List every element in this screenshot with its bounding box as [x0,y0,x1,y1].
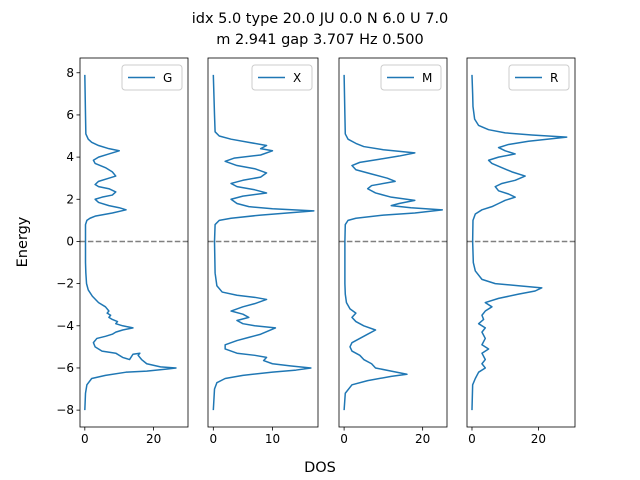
figure-title-line-2: m 2.941 gap 3.707 Hz 0.500 [216,32,424,48]
legend-R: R [508,64,570,91]
x-tick-label: 20 [531,432,546,446]
axes-frame [338,57,448,428]
axes-frame [207,57,319,428]
legend-X: X [251,64,313,91]
x-tick-label: 0 [81,432,89,446]
x-tick-label: 0 [340,432,348,446]
legend-label: M [422,71,432,85]
y-tick-label: −8 [56,403,74,417]
legend-label: X [293,71,301,85]
subplot-M: 0 20 M [338,57,448,446]
x-tick-label: 20 [415,432,430,446]
subplot-G: 0 20 −8 −6 −4 −2 0 2 4 6 8 G [56,57,189,446]
legend-label: G [163,71,172,85]
subplot-panels: 0 20 −8 −6 −4 −2 0 2 4 6 8 G 0 10 X 0 20 M 0 20 R [56,57,576,446]
x-tick-label: 20 [146,432,161,446]
legend-label: R [550,71,558,85]
legend-G: G [121,64,183,91]
subplot-X: 0 10 X [207,57,319,446]
x-tick-label: 0 [210,432,218,446]
y-tick-label: −4 [56,319,74,333]
y-tick-label: 6 [66,108,74,122]
y-tick-label: −6 [56,361,74,375]
subplot-R: 0 20 R [466,57,576,446]
y-tick-label: 2 [66,192,74,206]
dos-line-M [343,74,444,411]
axes-frame [466,57,576,428]
x-axis-label: DOS [304,460,336,476]
figure-title-line-1: idx 5.0 type 20.0 JU 0.0 N 6.0 U 7.0 [192,11,449,27]
y-tick-label: 8 [66,66,74,80]
y-tick-label: 4 [66,150,74,164]
x-tick-label: 10 [265,432,280,446]
dos-line-G [84,74,177,411]
y-tick-label: 0 [66,234,74,248]
dos-line-R [471,74,568,411]
dos-line-X [212,74,315,411]
x-tick-label: 0 [468,432,476,446]
legend-M: M [380,64,442,91]
axes-frame [79,57,189,428]
y-tick-label: −2 [56,277,74,291]
y-axis-label: Energy [15,216,31,267]
